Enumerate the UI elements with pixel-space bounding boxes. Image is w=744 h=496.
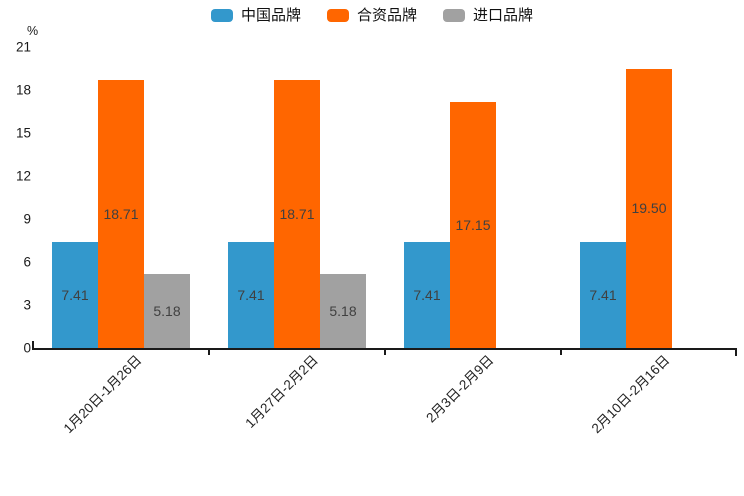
bar: 5.18 [320,273,366,348]
x-axis-label: 1月20日-1月26日 [61,352,145,437]
legend-label: 合资品牌 [356,7,417,24]
y-tick-label: 9 [23,211,31,227]
y-tick-label: 6 [23,254,31,270]
legend-item[interactable]: 进口品牌 [443,8,533,23]
bar-value-label: 18.71 [279,205,315,222]
y-tick-label: 0 [23,340,31,356]
x-tick-mark [384,350,386,355]
bar: 7.41 [228,241,274,348]
legend-label: 进口品牌 [473,7,534,24]
bar: 18.71 [98,79,144,348]
bar-value-label: 5.18 [329,302,357,319]
bar: 17.15 [450,102,496,348]
legend-swatch-icon [326,9,349,22]
y-tick-label: 3 [23,297,31,313]
plot-area: 7.41 18.71 5.18 7.41 18.71 5.18 7.41 17.15 7.41 1… [33,47,737,350]
y-tick-label: 15 [15,125,31,141]
legend-item[interactable]: 中国品牌 [210,7,301,24]
x-tick-mark [560,350,562,355]
bar: 7.41 [52,241,98,348]
bar: 19.50 [626,68,672,348]
bar-value-label: 17.15 [455,217,491,234]
bar: 7.41 [580,241,626,348]
legend-swatch-icon [443,9,465,22]
bar-value-label: 7.41 [61,286,89,303]
legend-item[interactable]: 合资品牌 [326,7,417,24]
bar-value-label: 5.18 [153,302,181,319]
bar-value-label: 7.41 [413,286,441,303]
legend-label: 中国品牌 [240,7,301,24]
x-axis-label: 2月10日-2月16日 [589,352,673,437]
legend: 中国品牌 合资品牌 进口品牌 [0,8,744,23]
bar: 18.71 [274,79,320,348]
axis-end-tick [735,350,737,356]
legend-swatch-icon [210,9,233,22]
x-axis-label: 1月27日-2月2日 [242,352,321,431]
x-tick-mark [208,350,210,355]
y-tick-label: 21 [15,39,31,55]
x-axis-label: 2月3日-2月9日 [423,352,497,426]
bar-value-label: 18.71 [103,205,139,222]
bar-value-label: 19.50 [631,200,667,217]
y-tick-label: 18 [15,82,31,98]
bar-value-label: 7.41 [237,286,265,303]
bar: 7.41 [404,241,450,348]
y-tick-label: 12 [15,168,31,184]
bar-value-label: 7.41 [589,286,617,303]
axis-origin-tick [32,341,34,350]
bar: 5.18 [144,273,190,348]
y-axis-unit-label: % [27,24,39,38]
